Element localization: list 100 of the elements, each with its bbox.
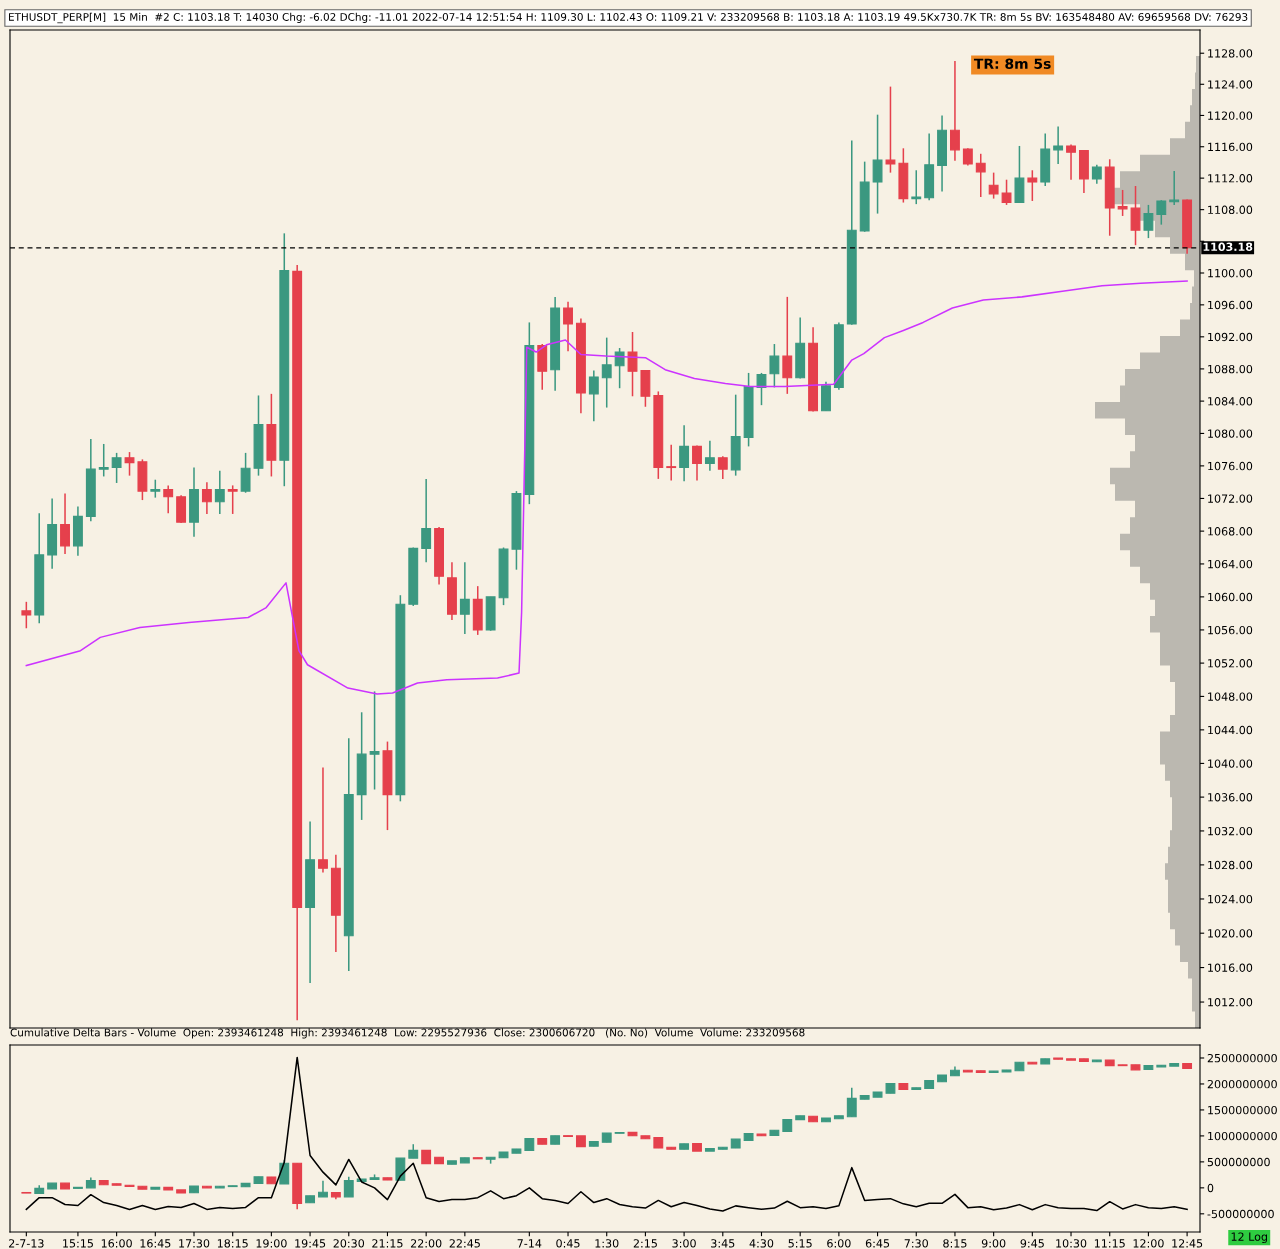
x-tick-label: 21:15	[372, 1239, 403, 1248]
x-tick-label: 11:15	[1094, 1239, 1125, 1248]
x-tick-label: 15:15	[63, 1239, 93, 1248]
candlestick	[421, 478, 432, 564]
y-tick-label: 1124.00	[1208, 80, 1253, 89]
candlestick	[1027, 169, 1038, 202]
x-tick-label: 7-14	[517, 1239, 542, 1248]
candlestick	[911, 169, 922, 205]
candlestick	[988, 171, 999, 200]
candlestick	[975, 153, 986, 198]
chart-title: Cumulative Delta Bars - Volume Open: 2393461248 High: 2393461248 Low: 2295527936 Close: 2300606720 (No. No) Volume Volume: 233209568	[10, 1028, 805, 1039]
x-tick-label: 19:45	[295, 1239, 326, 1248]
candlestick	[1130, 185, 1141, 246]
y-tick-label: 1044.00	[1208, 725, 1253, 735]
candlestick	[98, 443, 109, 478]
candlestick	[601, 336, 612, 409]
candlestick	[1117, 189, 1128, 217]
candlestick	[1091, 164, 1102, 185]
candlestick	[60, 492, 70, 555]
x-tick-label: 22:45	[449, 1239, 480, 1248]
x-tick-label: 22:00	[410, 1239, 442, 1248]
candlestick	[369, 690, 380, 791]
candlestick	[950, 60, 960, 162]
x-tick-label: 12:00	[1133, 1239, 1164, 1248]
y-tick-label: 1052.00	[1208, 659, 1253, 668]
candlestick	[704, 439, 715, 472]
y-tick-label: 1100.00	[1208, 268, 1253, 278]
y-tick-label: 1024.00	[1208, 894, 1253, 904]
y-tick-label: 1040.00	[1208, 759, 1253, 768]
x-tick-label: 18:15	[217, 1239, 248, 1248]
candlestick	[692, 444, 702, 482]
candlestick	[563, 300, 573, 353]
candlestick	[395, 1157, 406, 1182]
y-tick-label: 1084.00	[1208, 397, 1253, 406]
y-tick-label: 1116.00	[1208, 142, 1253, 152]
x-tick-label: 20:30	[333, 1239, 365, 1248]
candlestick	[201, 481, 212, 515]
candlestick	[214, 469, 225, 515]
y-tick-label: 1012.00	[1208, 998, 1253, 1007]
y-tick-label: 1072.00	[1208, 494, 1253, 503]
ref-line-label: 1103.18	[1203, 242, 1253, 251]
candlestick	[846, 1086, 857, 1118]
x-tick-label: 9:00	[981, 1239, 1006, 1248]
y-tick-label: 0	[1207, 1183, 1214, 1193]
candlestick	[227, 484, 238, 515]
candlestick	[1053, 125, 1064, 165]
candlestick	[111, 452, 122, 484]
y-tick-label: 1028.00	[1208, 860, 1253, 870]
x-tick-label: 1:30	[595, 1239, 619, 1248]
candlestick	[240, 452, 251, 494]
y-tick-label: 1096.00	[1208, 300, 1253, 310]
candlestick	[627, 331, 638, 398]
y-tick-label: 1056.00	[1208, 625, 1253, 635]
y-tick-label: 1068.00	[1208, 527, 1253, 536]
candlestick	[782, 296, 793, 395]
y-tick-label: 1120.00	[1208, 111, 1253, 120]
y-tick-label: 1076.00	[1208, 461, 1253, 471]
candlestick	[343, 1176, 354, 1198]
y-tick-label: -500000000	[1207, 1209, 1274, 1219]
x-tick-label: 2:15	[633, 1239, 657, 1248]
y-tick-label: 1500000000	[1208, 1105, 1277, 1115]
y-tick-label: 2500000000	[1207, 1053, 1277, 1063]
x-tick-label: 12:45	[1172, 1239, 1203, 1248]
candlestick	[872, 113, 883, 215]
candlestick	[1156, 199, 1167, 226]
x-tick-label: 8:15	[943, 1239, 967, 1248]
y-tick-label: 1108.00	[1208, 205, 1253, 215]
candlestick	[124, 451, 135, 477]
candlestick	[614, 347, 625, 389]
candlestick	[756, 372, 767, 406]
candlestick	[717, 455, 728, 480]
line-series	[25, 280, 1188, 695]
y-tick-label: 1088.00	[1208, 364, 1253, 374]
y-tick-label: 500000000	[1207, 1157, 1270, 1167]
candlestick	[679, 424, 690, 483]
x-tick-label: 3:45	[711, 1239, 735, 1248]
candlestick	[885, 85, 896, 174]
candlestick	[666, 444, 677, 482]
candlestick	[163, 484, 174, 514]
y-tick-label: 1064.00	[1208, 559, 1253, 569]
candlestick	[769, 343, 780, 389]
candlestick	[21, 601, 32, 630]
candlestick	[459, 561, 470, 635]
line-series	[25, 1056, 1188, 1212]
x-tick-label: 9:45	[1020, 1239, 1044, 1248]
x-tick-label: 3:00	[672, 1239, 696, 1248]
y-tick-label: 1080.00	[1208, 429, 1253, 438]
candlestick	[588, 369, 599, 423]
candlestick	[1066, 143, 1076, 181]
x-tick-label: 6:45	[865, 1239, 890, 1248]
y-tick-label: 1032.00	[1208, 826, 1253, 836]
x-tick-label: 2-7-13	[9, 1239, 44, 1248]
x-tick-label: 17:30	[179, 1239, 210, 1248]
x-tick-label: 16:45	[140, 1239, 171, 1248]
x-tick-label: 10:30	[1056, 1239, 1087, 1248]
text: 12 Log	[1231, 1232, 1267, 1243]
y-tick-label: 1000000000	[1208, 1131, 1277, 1141]
x-tick-label: 6:00	[827, 1239, 851, 1248]
x-tick-label: 16:00	[101, 1239, 132, 1248]
y-tick-label: 1060.00	[1208, 592, 1253, 602]
